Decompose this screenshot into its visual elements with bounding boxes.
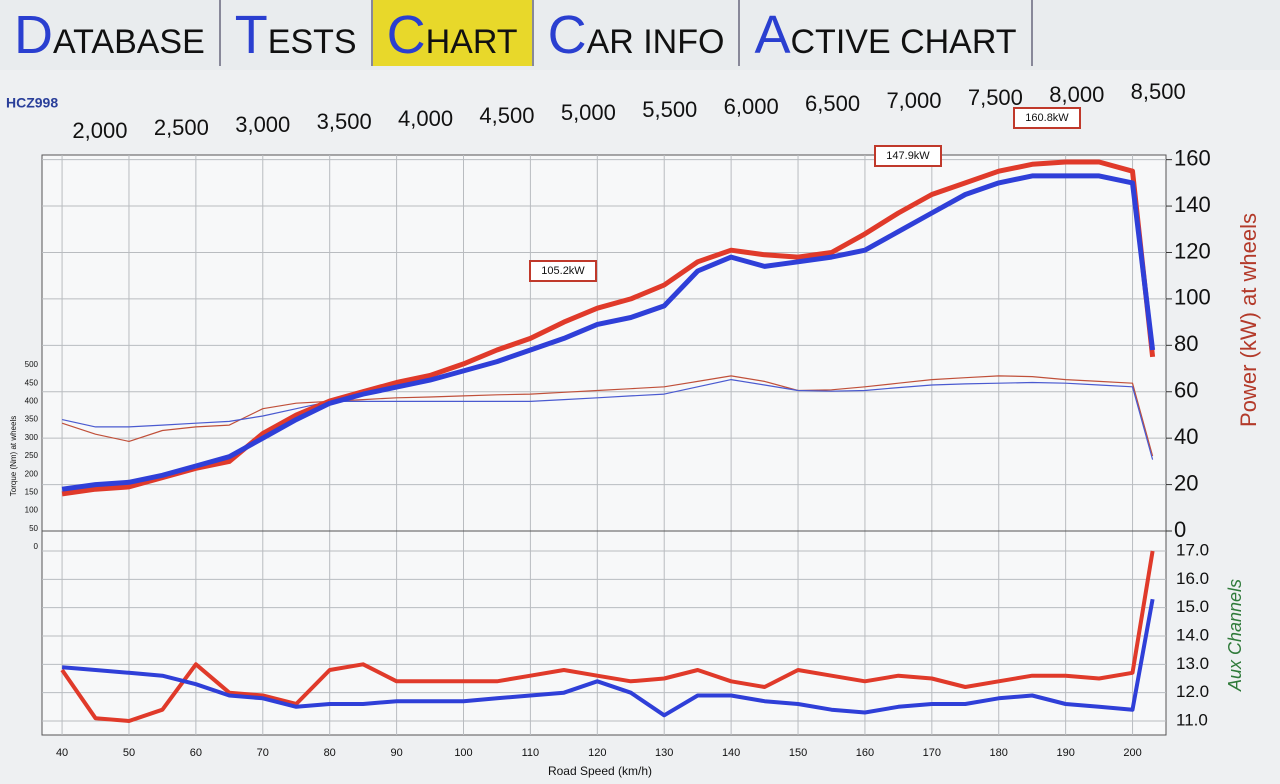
rpm-tick-label: 5,000 <box>561 100 616 125</box>
annotation-box <box>874 145 942 167</box>
aux-line <box>61 598 1155 718</box>
rpm-tick-label: 5,500 <box>642 97 697 122</box>
aux-tick-label: 14.0 <box>1176 625 1209 644</box>
x-tick-label: 140 <box>722 747 740 759</box>
power-tick-label: 140 <box>1174 192 1211 217</box>
tab-bar: DATABASE TESTS CHART CAR INFO ACTIVE CHART <box>0 0 1280 72</box>
chart: HCZ998 Road Speed (km/h) Power (kW) at w… <box>0 70 1280 784</box>
power-line <box>61 173 1156 492</box>
power-tick-label: 40 <box>1174 424 1198 449</box>
vehicle-id: HCZ998 <box>6 95 58 111</box>
rpm-tick-label: 7,000 <box>886 88 941 113</box>
torque-axis-title: Torque (Nm) at wheels <box>9 416 18 496</box>
x-tick-label: 100 <box>454 747 472 759</box>
x-tick-label: 120 <box>588 747 606 759</box>
power-tick-label: 20 <box>1174 470 1198 495</box>
torque-tick-label: 300 <box>25 433 39 442</box>
rpm-tick-label: 2,500 <box>154 115 209 140</box>
torque-tick-label: 200 <box>25 469 39 478</box>
rpm-tick-label: 3,000 <box>235 112 290 137</box>
x-tick-label: 40 <box>56 747 68 759</box>
aux-tick-label: 13.0 <box>1176 654 1209 673</box>
rpm-tick-label: 8,000 <box>1049 82 1104 107</box>
power-tick-label: 80 <box>1174 331 1198 356</box>
torque-tick-label: 400 <box>25 397 39 406</box>
aux-tick-label: 15.0 <box>1176 597 1209 616</box>
x-tick-label: 200 <box>1123 747 1141 759</box>
aux-tick-label: 12.0 <box>1176 682 1209 701</box>
torque-tick-label: 100 <box>25 506 39 515</box>
power-tick-label: 60 <box>1174 378 1198 403</box>
annotation: 160.8kW <box>1025 112 1069 124</box>
annotation-box <box>1013 107 1081 129</box>
torque-line <box>61 379 1154 460</box>
power-tick-label: 160 <box>1174 145 1211 170</box>
x-tick-label: 190 <box>1056 747 1074 759</box>
tab[interactable]: CAR INFO <box>534 0 741 66</box>
rpm-tick-label: 8,500 <box>1131 79 1186 104</box>
x-tick-label: 80 <box>324 747 336 759</box>
aux-tick-label: 16.0 <box>1176 569 1209 588</box>
x-axis-title: Road Speed (km/h) <box>548 764 652 778</box>
power-tick-label: 100 <box>1174 285 1211 310</box>
rpm-tick-label: 6,500 <box>805 91 860 116</box>
rpm-tick-label: 4,000 <box>398 106 453 131</box>
aux-tick-label: 17.0 <box>1176 540 1209 559</box>
annotation: 147.9kW <box>886 150 930 162</box>
tab[interactable]: DATABASE <box>0 0 221 66</box>
tab[interactable]: CHART <box>372 0 534 66</box>
x-tick-label: 90 <box>390 747 402 759</box>
rpm-tick-label: 4,500 <box>479 103 534 128</box>
torque-tick-label: 350 <box>25 415 39 424</box>
plot-area <box>41 154 1167 736</box>
tab[interactable]: ACTIVE CHART <box>740 0 1033 66</box>
torque-line <box>61 375 1154 457</box>
x-tick-label: 110 <box>522 747 540 759</box>
x-tick-label: 50 <box>123 747 135 759</box>
aux-tick-label: 11.0 <box>1176 710 1208 729</box>
x-tick-label: 70 <box>257 747 269 759</box>
x-tick-label: 180 <box>990 747 1008 759</box>
torque-tick-label: 500 <box>25 360 39 369</box>
torque-tick-label: 50 <box>29 524 38 533</box>
rpm-tick-label: 2,000 <box>72 118 127 143</box>
aux-line <box>60 550 1155 723</box>
x-tick-label: 60 <box>190 747 202 759</box>
tab[interactable]: TESTS <box>221 0 373 66</box>
x-tick-label: 150 <box>789 747 807 759</box>
x-tick-label: 170 <box>923 747 941 759</box>
annotation: 105.2kW <box>541 265 585 277</box>
torque-tick-label: 150 <box>25 488 39 497</box>
power-tick-label: 120 <box>1174 238 1211 263</box>
x-tick-label: 130 <box>655 747 673 759</box>
power-tick-label: 0 <box>1174 517 1186 542</box>
torque-tick-label: 450 <box>25 378 39 387</box>
aux-axis-title: Aux Channels <box>1225 579 1245 692</box>
rpm-tick-label: 6,000 <box>724 94 779 119</box>
x-tick-label: 160 <box>856 747 874 759</box>
torque-tick-label: 0 <box>34 542 39 551</box>
rpm-tick-label: 3,500 <box>317 109 372 134</box>
torque-tick-label: 250 <box>25 451 39 460</box>
annotation-box <box>529 260 597 282</box>
power-axis-title: Power (kW) at wheels <box>1236 213 1261 427</box>
rpm-tick-label: 7,500 <box>968 85 1023 110</box>
